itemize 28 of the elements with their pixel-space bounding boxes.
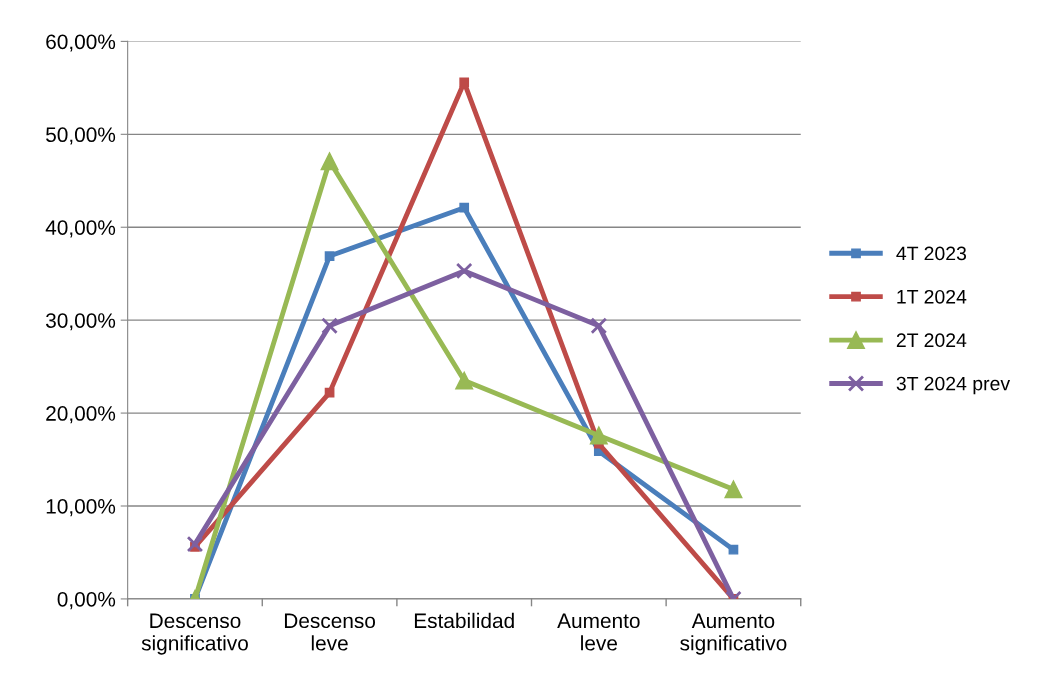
point [186, 535, 204, 553]
x-tick-label: Aumento significativo [680, 613, 787, 655]
point [590, 317, 608, 335]
point [459, 202, 470, 213]
point [728, 544, 739, 555]
point [459, 77, 470, 88]
x-tick-label: Aumento leve [557, 613, 640, 651]
y-tick-label: 0,00% [57, 591, 116, 610]
y-tick-label: 20,00% [46, 406, 116, 424]
y-tick-label: 50,00% [46, 127, 116, 145]
point [321, 317, 338, 335]
point [589, 426, 608, 445]
point [455, 262, 473, 280]
x-tick-label: Descenso leve [284, 613, 376, 651]
y-tick-label: 10,00% [46, 499, 116, 517]
x-tick-label: Estabilidad [414, 612, 514, 629]
legend-label: 2T 2024 [896, 333, 967, 348]
y-tick-label: 40,00% [45, 220, 116, 238]
y-tick-label: 60,00% [46, 34, 116, 52]
point [320, 152, 339, 171]
legend-label: 4T 2023 [896, 246, 967, 261]
x-tick-label: Descenso significativo [141, 613, 248, 655]
point [324, 251, 335, 261]
point [455, 371, 474, 390]
legend-label: 1T 2024 [897, 289, 967, 304]
point [724, 480, 743, 499]
legend-label: 3T 2024 prev [896, 376, 1011, 395]
y-tick-label: 30,00% [45, 313, 116, 331]
